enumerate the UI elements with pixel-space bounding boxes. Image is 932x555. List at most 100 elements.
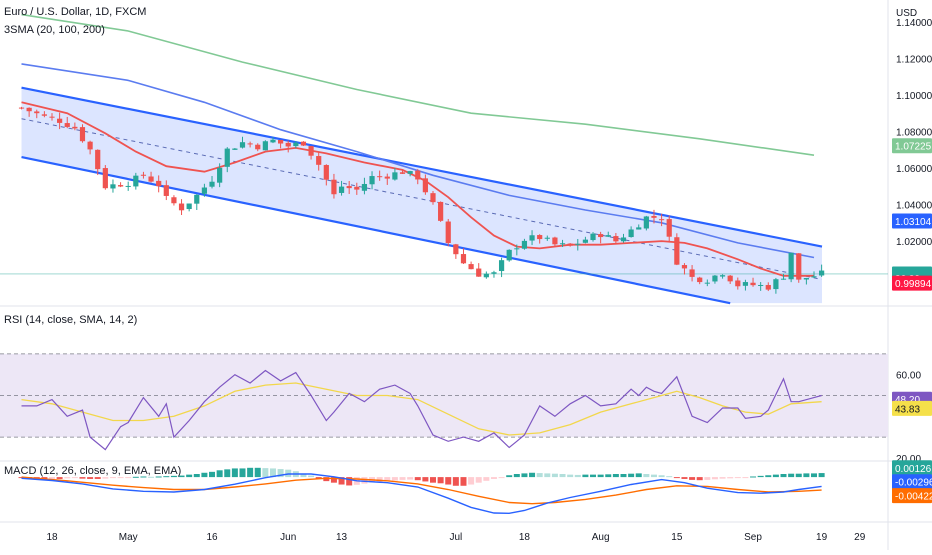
candle-body: [788, 252, 794, 280]
candle-body: [232, 148, 238, 150]
macd-histogram-bar: [231, 468, 238, 478]
candle-body: [377, 176, 383, 178]
macd-histogram-bar: [666, 476, 673, 478]
macd-histogram-bar: [391, 477, 398, 481]
macd-histogram-bar: [734, 477, 741, 479]
macd-histogram-bar: [727, 477, 734, 479]
candle-body: [415, 170, 421, 180]
candle-body: [278, 139, 284, 144]
price-tick-label: 1.04000: [896, 201, 932, 212]
candle-body: [712, 275, 718, 282]
macd-histogram-bar: [529, 472, 536, 478]
candle-body: [552, 237, 558, 245]
rsi-legend[interactable]: RSI (14, close, SMA, 14, 2): [4, 314, 138, 326]
macd-histogram-bar: [506, 475, 513, 478]
candle-body: [704, 282, 710, 284]
price-tick-label: 1.08000: [896, 127, 932, 138]
candle-body: [209, 181, 215, 187]
sma-legend[interactable]: 3SMA (20, 100, 200): [4, 24, 105, 36]
candle-body: [666, 219, 672, 237]
rsi-value-label: 48.20: [895, 395, 920, 406]
candle-body: [605, 235, 611, 237]
candle-body: [521, 240, 528, 249]
macd-histogram-bar: [254, 467, 261, 478]
candle-body: [34, 111, 40, 114]
candle-body: [117, 185, 124, 187]
candle-body: [110, 184, 116, 189]
macd-histogram-bar: [216, 470, 223, 478]
candle-body: [620, 237, 627, 242]
macd-histogram-bar: [742, 477, 749, 479]
candle-body: [559, 243, 566, 245]
macd-histogram-bar: [178, 475, 185, 478]
macd-histogram-bar: [765, 475, 772, 478]
macd-histogram-bar: [140, 476, 147, 478]
macd-histogram-bar: [559, 474, 566, 478]
macd-histogram-bar: [452, 477, 459, 486]
sma-line-2: [21, 63, 815, 259]
macd-histogram-bar: [79, 477, 86, 479]
candle-body: [780, 278, 787, 280]
candle-body: [384, 176, 390, 179]
macd-value-label: 0.00126: [895, 464, 932, 475]
macd-histogram-bar: [132, 476, 139, 478]
candle-body: [613, 236, 619, 242]
candle-body: [57, 118, 63, 123]
macd-histogram-bar: [605, 474, 612, 478]
macd-legend[interactable]: MACD (12, 26, close, 9, EMA, EMA): [4, 465, 182, 477]
candle-body: [163, 185, 169, 196]
macd-histogram-bar: [148, 476, 155, 478]
candle-body: [369, 176, 375, 185]
candle-body: [255, 144, 261, 150]
macd-histogram-bar: [437, 477, 444, 484]
candle-body: [689, 269, 695, 277]
candle-body: [26, 107, 32, 112]
candle-body: [582, 239, 588, 243]
macd-histogram-bar: [376, 477, 383, 483]
candle-body: [491, 272, 497, 274]
candle-body: [354, 186, 360, 190]
candle-body: [262, 141, 268, 151]
candle-body: [506, 249, 512, 261]
candle-body: [87, 141, 93, 150]
time-tick-label: 13: [336, 532, 348, 543]
macd-histogram-bar: [803, 473, 810, 478]
macd-histogram-bar: [475, 477, 482, 483]
candle-body: [468, 264, 474, 270]
candle-body: [811, 276, 817, 278]
macd-histogram-bar: [620, 474, 627, 478]
candle-body: [727, 275, 733, 282]
macd-histogram-bar: [224, 469, 231, 478]
time-tick-label: Jun: [280, 532, 296, 543]
macd-histogram-bar: [56, 477, 63, 479]
candle-body: [590, 233, 596, 241]
macd-histogram-bar: [696, 477, 703, 481]
macd-signal-line: [21, 476, 822, 505]
candle-body: [316, 156, 322, 165]
candle-body: [41, 114, 47, 116]
time-tick-label: May: [119, 532, 138, 543]
candle-body: [156, 180, 162, 187]
macd-histogram-bar: [186, 474, 193, 478]
macd-histogram-bar: [407, 477, 414, 480]
macd-histogram-bar: [399, 477, 406, 480]
macd-histogram-bar: [193, 474, 200, 478]
symbol-legend[interactable]: Euro / U.S. Dollar, 1D, FXCM: [4, 6, 147, 18]
price-label-bg: [892, 213, 932, 229]
macd-histogram-bar: [590, 474, 597, 478]
candle-body: [239, 142, 246, 148]
candle-body: [270, 139, 276, 143]
candle-body: [331, 179, 337, 195]
macd-value-label-bg: [892, 460, 932, 476]
candle-body: [544, 237, 550, 239]
candle-body: [453, 244, 459, 255]
macd-histogram-bar: [567, 474, 574, 478]
macd-histogram-bar: [414, 477, 421, 481]
macd-histogram-bar: [490, 477, 497, 479]
candle-body: [148, 176, 154, 182]
macd-value-label: -0.00422: [895, 492, 932, 503]
macd-histogram-bar: [673, 477, 680, 479]
candle-body: [537, 235, 543, 240]
